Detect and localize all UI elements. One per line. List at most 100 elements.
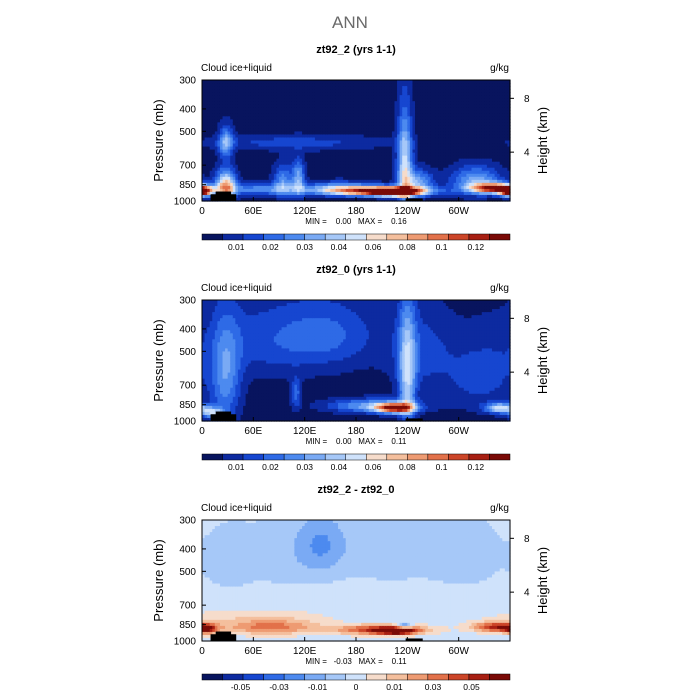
heatmap-cell <box>237 128 242 133</box>
heatmap-cell <box>363 134 367 139</box>
heatmap-cell <box>284 86 288 90</box>
heatmap-cell <box>427 122 432 126</box>
heatmap-cell <box>404 155 408 160</box>
heatmap-cell <box>402 116 406 120</box>
heatmap-cell <box>399 194 403 199</box>
heatmap-cell <box>268 83 272 87</box>
heatmap-cell <box>366 194 370 199</box>
heatmap-cell <box>376 134 380 139</box>
heatmap-cell <box>304 179 308 184</box>
heatmap-cell <box>363 161 367 166</box>
heatmap-cell <box>422 161 426 166</box>
heatmap-cell <box>350 185 355 190</box>
heatmap-cell <box>458 179 462 184</box>
heatmap-cell <box>281 80 285 84</box>
heatmap-cell <box>248 116 252 120</box>
heatmap-cell <box>471 167 475 172</box>
heatmap-cell <box>502 170 506 175</box>
heatmap-cell <box>204 384 208 389</box>
heatmap-cell <box>373 113 378 117</box>
heatmap-cell <box>440 185 444 190</box>
heatmap-cell <box>230 116 234 120</box>
heatmap-cell <box>463 170 467 175</box>
heatmap-cell <box>420 86 424 90</box>
heatmap-cell <box>237 134 242 139</box>
heatmap-cell <box>368 149 372 154</box>
heatmap-cell <box>391 164 396 169</box>
heatmap-cell <box>227 110 231 114</box>
heatmap-cell <box>291 167 295 172</box>
heatmap-cell <box>376 167 380 172</box>
heatmap-cell <box>422 194 426 199</box>
heatmap-cell <box>399 119 403 123</box>
heatmap-cell <box>399 197 403 202</box>
heatmap-cell <box>504 143 509 148</box>
heatmap-cell <box>240 110 244 114</box>
heatmap-cell <box>433 89 437 93</box>
heatmap-cell <box>389 185 393 190</box>
heatmap-cell <box>407 83 411 87</box>
heatmap-cell <box>399 140 403 145</box>
heatmap-cell <box>348 137 352 142</box>
heatmap-cell <box>489 131 493 136</box>
heatmap-cell <box>494 188 498 193</box>
heatmap-cell <box>507 173 511 178</box>
heatmap-cell <box>497 182 501 187</box>
heatmap-cell <box>463 188 467 193</box>
heatmap-cell <box>397 197 401 202</box>
heatmap-cell <box>479 152 483 157</box>
heatmap-cell <box>430 83 434 87</box>
heatmap-cell <box>373 185 378 190</box>
heatmap-cell <box>448 86 452 90</box>
heatmap-cell <box>420 83 424 87</box>
heatmap-cell <box>376 146 380 151</box>
heatmap-cell <box>209 80 213 84</box>
heatmap-cell <box>481 185 485 190</box>
heatmap-cell <box>294 125 298 130</box>
heatmap-cell <box>497 80 501 84</box>
heatmap-cell <box>373 149 378 154</box>
heatmap-cell <box>207 197 211 202</box>
heatmap-cell <box>438 152 442 157</box>
heatmap-cell <box>366 116 370 120</box>
heatmap-cell <box>404 146 408 151</box>
heatmap-cell <box>271 95 275 99</box>
heatmap-cell <box>237 179 242 184</box>
heatmap-cell <box>381 116 385 120</box>
heatmap-cell <box>348 188 352 193</box>
heatmap-cell <box>271 137 275 142</box>
heatmap-cell <box>284 89 288 93</box>
heatmap-cell <box>207 405 211 410</box>
heatmap-cell <box>340 128 344 133</box>
heatmap-cell <box>497 146 501 151</box>
heatmap-cell <box>330 167 334 172</box>
heatmap-cell <box>348 119 352 123</box>
heatmap-cell <box>273 104 278 108</box>
heatmap-cell <box>461 113 465 117</box>
heatmap-cell <box>453 98 457 102</box>
heatmap-cell <box>404 101 408 105</box>
heatmap-cell <box>286 185 290 190</box>
heatmap-cell <box>445 149 449 154</box>
heatmap-cell <box>458 131 462 136</box>
heatmap-cell <box>391 104 396 108</box>
heatmap-cell <box>248 161 252 166</box>
heatmap-cell <box>361 191 365 196</box>
heatmap-cell <box>463 107 467 111</box>
heatmap-cell <box>376 179 380 184</box>
heatmap-cell <box>376 185 380 190</box>
heatmap-cell <box>299 167 303 172</box>
heatmap-cell <box>445 170 449 175</box>
heatmap-cell <box>497 140 501 145</box>
heatmap-cell <box>299 119 303 123</box>
heatmap-cell <box>345 86 349 90</box>
heatmap-cell <box>207 396 211 401</box>
heatmap-cell <box>502 125 506 130</box>
heatmap-cell <box>440 137 444 142</box>
heatmap-cell <box>289 164 293 169</box>
heatmap-cell <box>376 95 380 99</box>
heatmap-cell <box>268 104 272 108</box>
heatmap-cell <box>356 191 360 196</box>
heatmap-cell <box>312 149 316 154</box>
heatmap-cell <box>407 143 411 148</box>
